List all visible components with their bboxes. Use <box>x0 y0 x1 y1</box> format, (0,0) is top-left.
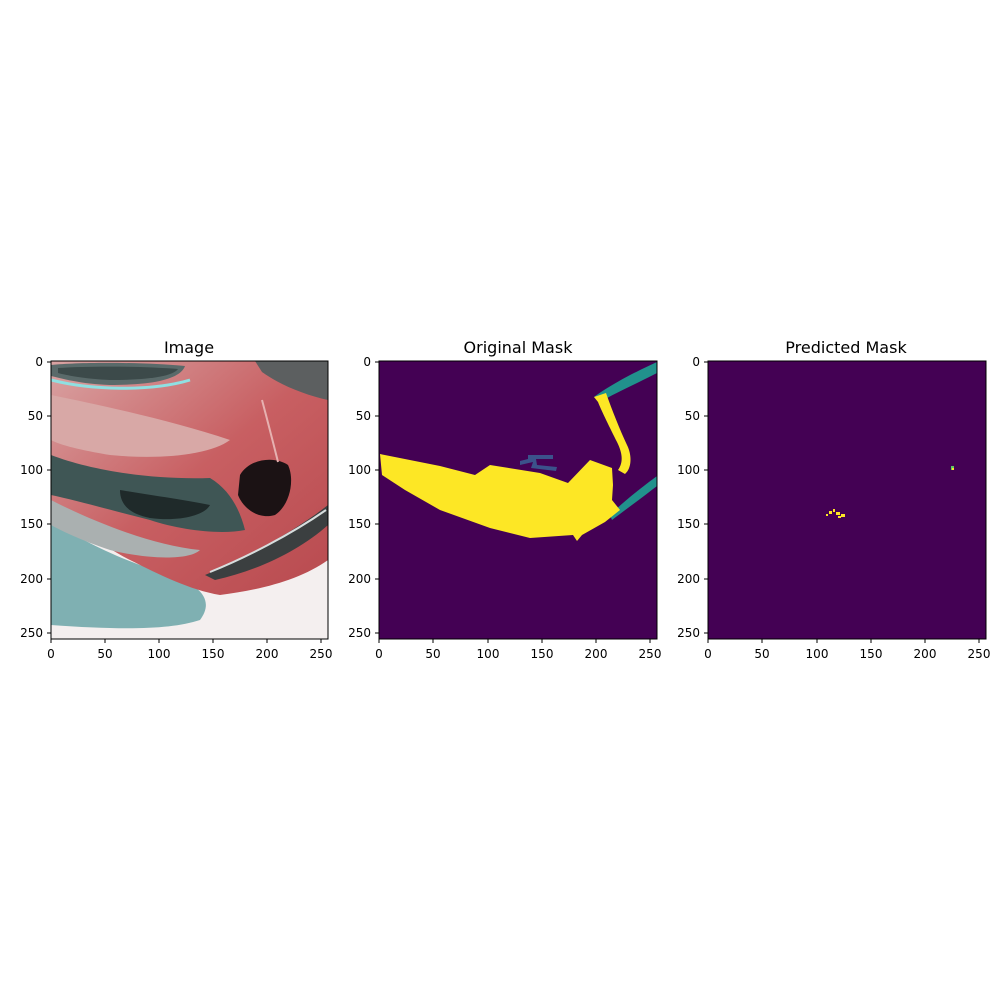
x-tick-label: 50 <box>97 647 112 661</box>
x-tick-label: 200 <box>585 647 608 661</box>
y-tick-label: 0 <box>692 355 700 369</box>
x-axis: 0 50 100 150 200 250 <box>704 639 990 661</box>
y-axis: 0 50 100 150 200 250 <box>20 355 51 640</box>
panel-original-mask: Original Mask 0 50 100 150 200 <box>348 338 661 661</box>
x-tick-label: 100 <box>477 647 500 661</box>
mask-speck <box>826 514 828 516</box>
mask-speck <box>838 516 841 518</box>
y-tick-label: 0 <box>35 355 43 369</box>
x-axis: 0 50 100 150 200 250 <box>375 639 661 661</box>
axes-frame <box>378 360 658 640</box>
y-tick-label: 100 <box>677 463 700 477</box>
x-tick-label: 0 <box>704 647 712 661</box>
photo-car-damage <box>51 361 328 639</box>
x-tick-label: 50 <box>754 647 769 661</box>
mask-speck <box>952 468 954 470</box>
y-tick-label: 200 <box>20 572 43 586</box>
x-tick-label: 250 <box>968 647 991 661</box>
y-tick-label: 50 <box>685 409 700 423</box>
y-tick-label: 50 <box>356 409 371 423</box>
x-tick-label: 250 <box>310 647 333 661</box>
y-tick-label: 100 <box>20 463 43 477</box>
y-tick-label: 250 <box>677 626 700 640</box>
panel-predicted-mask: Predicted Mask 0 50 100 150 200 <box>677 338 990 661</box>
x-tick-label: 150 <box>860 647 883 661</box>
y-tick-label: 200 <box>348 572 371 586</box>
axes-frame <box>707 360 987 640</box>
x-tick-label: 200 <box>914 647 937 661</box>
y-tick-label: 150 <box>20 517 43 531</box>
mask-predicted <box>708 361 986 639</box>
panel-title: Predicted Mask <box>785 338 907 357</box>
mask-original <box>379 361 657 639</box>
x-tick-label: 50 <box>425 647 440 661</box>
mask-region-high <box>380 454 620 541</box>
mask-speck <box>836 512 840 515</box>
x-tick-label: 200 <box>256 647 279 661</box>
y-tick-label: 100 <box>348 463 371 477</box>
panel-image: Image <box>20 338 332 661</box>
x-tick-label: 100 <box>148 647 171 661</box>
y-axis: 0 50 100 150 200 250 <box>348 355 379 640</box>
x-tick-label: 150 <box>202 647 225 661</box>
mask-region-low <box>520 455 557 471</box>
mask-speck <box>841 514 845 517</box>
axes-frame <box>50 360 329 640</box>
mask-speck <box>833 509 835 512</box>
mask-speck <box>829 511 832 514</box>
y-tick-label: 200 <box>677 572 700 586</box>
y-tick-label: 150 <box>677 517 700 531</box>
mask-region-mid <box>610 476 657 520</box>
x-tick-label: 250 <box>639 647 662 661</box>
x-tick-label: 100 <box>806 647 829 661</box>
x-axis: 0 50 100 150 200 250 <box>47 639 332 661</box>
panel-title: Image <box>164 338 214 357</box>
mask-region-mid <box>594 362 657 402</box>
x-tick-label: 150 <box>531 647 554 661</box>
x-tick-label: 0 <box>375 647 383 661</box>
mask-background <box>708 361 986 639</box>
y-axis: 0 50 100 150 200 250 <box>677 355 708 640</box>
y-tick-label: 250 <box>20 626 43 640</box>
y-tick-label: 50 <box>28 409 43 423</box>
y-tick-label: 150 <box>348 517 371 531</box>
y-tick-label: 250 <box>348 626 371 640</box>
x-tick-label: 0 <box>47 647 55 661</box>
panel-title: Original Mask <box>464 338 574 357</box>
y-tick-label: 0 <box>363 355 371 369</box>
mask-region-high <box>594 393 631 474</box>
